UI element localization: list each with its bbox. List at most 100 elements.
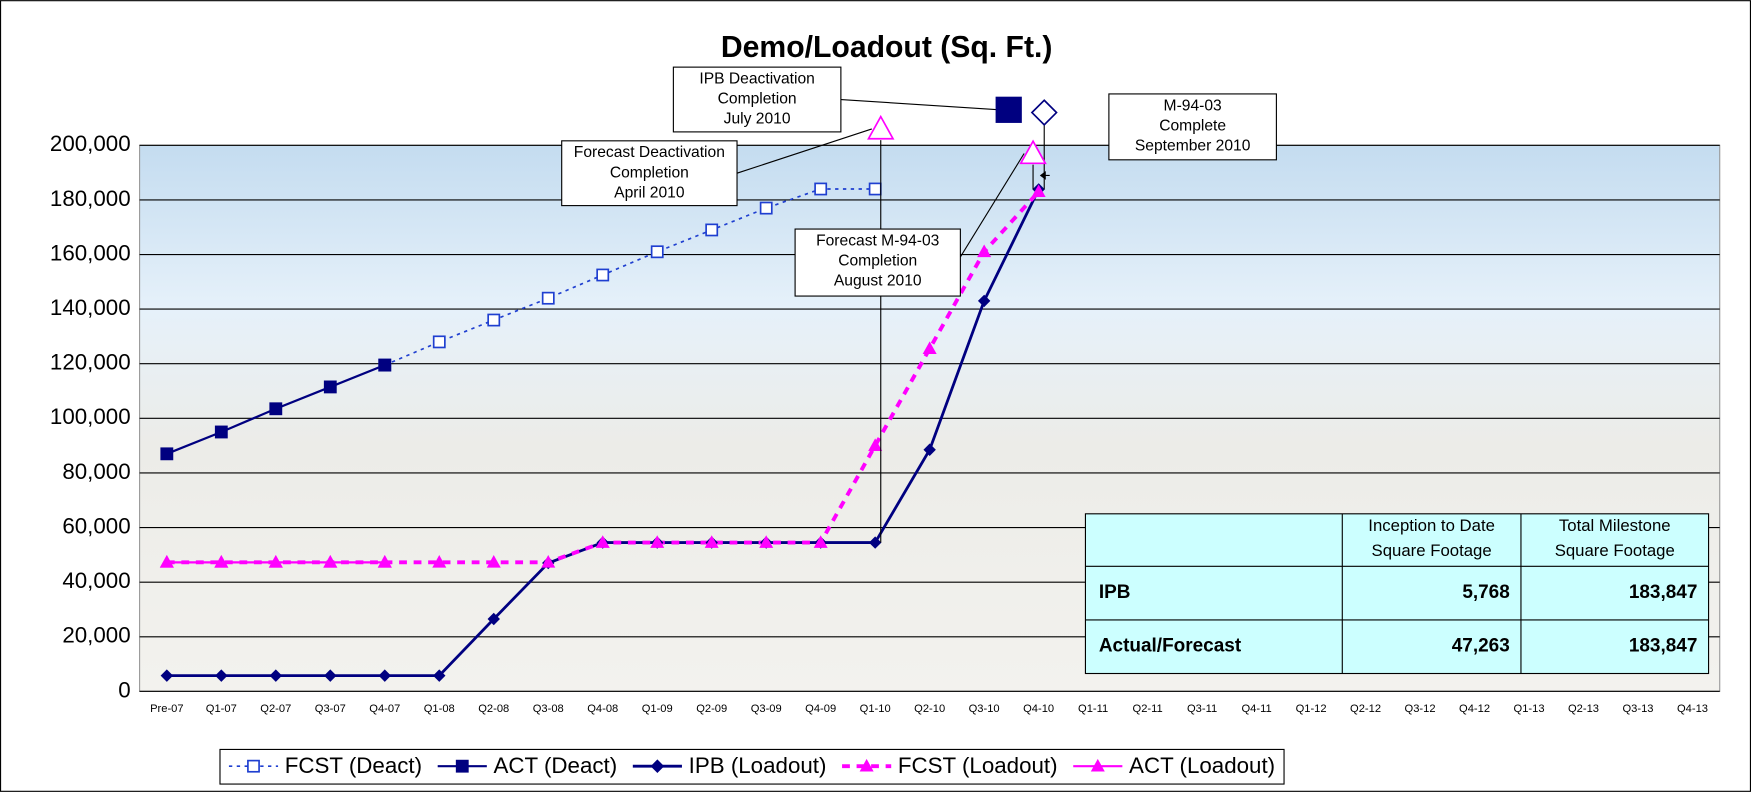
x-tick-label: Q3-11	[1187, 703, 1217, 715]
annotation-text: IPB Deactivation	[699, 71, 815, 88]
legend-label: IPB (Loadout)	[689, 753, 827, 778]
marker	[214, 555, 229, 568]
marker	[323, 380, 337, 394]
marker	[1030, 99, 1058, 127]
y-tick-label: 120,000	[50, 350, 131, 375]
y-tick-label: 200,000	[50, 131, 131, 156]
marker	[704, 535, 719, 548]
marker	[1031, 184, 1046, 198]
annotation-box	[794, 228, 961, 297]
x-tick-label: Q2-09	[696, 703, 727, 715]
x-tick-label: Q4-08	[587, 703, 618, 715]
marker	[596, 268, 610, 282]
annotation-text: Complete	[1159, 117, 1226, 134]
y-tick-label: 180,000	[50, 186, 131, 211]
marker	[214, 425, 228, 439]
marker	[1019, 139, 1047, 165]
table-cell: Actual/Forecast	[1099, 636, 1242, 657]
annotation-box	[1108, 93, 1277, 161]
x-tick-label: Q1-09	[642, 703, 673, 715]
y-tick-label: 0	[118, 677, 130, 702]
x-tick-label: Q2-11	[1133, 703, 1163, 715]
legend-label: ACT (Loadout)	[1129, 753, 1275, 778]
marker	[269, 669, 283, 682]
y-tick-label: 40,000	[62, 568, 130, 593]
marker	[433, 669, 446, 682]
x-tick-label: Q2-07	[260, 703, 291, 715]
annotation-text: Forecast M-94-03	[816, 232, 939, 249]
marker	[541, 555, 556, 568]
arrow	[1039, 170, 1050, 180]
annotation-text: M-94-03	[1164, 97, 1222, 114]
marker	[977, 294, 991, 308]
annotation-text: April 2010	[614, 184, 685, 201]
marker	[215, 669, 228, 682]
x-tick-label: Q1-10	[860, 703, 891, 715]
marker	[487, 612, 500, 626]
marker	[867, 114, 895, 140]
x-tick-label: Q1-07	[206, 703, 237, 715]
leader-line	[736, 128, 872, 174]
annotation-text: Completion	[718, 91, 797, 108]
table-cell: IPB	[1099, 582, 1131, 603]
x-tick-label: Q4-10	[1023, 703, 1054, 715]
marker	[541, 291, 555, 305]
y-tick-label: 100,000	[50, 404, 131, 429]
marker	[922, 341, 937, 355]
annotation-text: Completion	[610, 164, 689, 181]
x-tick-label: Q3-07	[315, 703, 346, 715]
marker	[595, 535, 610, 548]
legend-label: FCST (Loadout)	[898, 753, 1058, 778]
marker	[814, 182, 828, 196]
series-line	[384, 188, 876, 366]
marker	[247, 759, 260, 773]
x-tick-label: Q1-08	[424, 703, 455, 715]
marker	[813, 535, 828, 548]
marker	[160, 669, 174, 682]
y-tick-label: 160,000	[50, 240, 131, 265]
marker	[160, 447, 174, 461]
marker	[977, 244, 992, 258]
marker	[923, 443, 936, 456]
marker	[486, 555, 501, 568]
marker	[868, 536, 882, 549]
annotation-text: August 2010	[834, 273, 922, 290]
x-tick-label: Q2-08	[478, 703, 509, 715]
marker	[432, 335, 446, 349]
x-tick-label: Q3-08	[533, 703, 564, 715]
x-tick-label: Q2-13	[1568, 703, 1599, 715]
table-cell: 5,768	[1462, 582, 1509, 603]
annotation-box	[672, 66, 842, 133]
marker	[455, 759, 469, 773]
x-tick-label: Q4-11	[1241, 703, 1271, 715]
marker	[650, 535, 665, 548]
marker	[759, 201, 773, 215]
x-tick-label: Q4-09	[805, 703, 836, 715]
marker	[705, 223, 719, 237]
chart-title: Demo/Loadout (Sq. Ft.)	[721, 31, 1053, 64]
marker	[859, 758, 874, 772]
x-tick-label: Q2-10	[914, 703, 945, 715]
y-tick-label: 140,000	[50, 295, 131, 320]
x-tick-label: Q4-12	[1459, 703, 1490, 715]
marker	[1090, 758, 1105, 772]
x-tick-label: Q3-13	[1622, 703, 1653, 715]
x-tick-label: Q1-12	[1296, 703, 1327, 715]
x-tick-label: Q1-11	[1078, 703, 1108, 715]
y-tick-label: 20,000	[62, 623, 130, 648]
annotation-text: Completion	[838, 253, 917, 270]
marker	[759, 535, 774, 548]
marker	[324, 669, 337, 682]
marker	[487, 313, 501, 327]
x-tick-label: Q4-07	[369, 703, 400, 715]
marker	[650, 759, 665, 773]
marker	[650, 245, 664, 259]
x-tick-label: Q1-13	[1514, 703, 1545, 715]
x-tick-label: Q4-13	[1677, 703, 1708, 715]
marker	[323, 555, 338, 568]
x-tick-label: Pre-07	[150, 703, 184, 715]
table-cell: 183,847	[1629, 636, 1698, 657]
x-tick-label: Q2-12	[1350, 703, 1381, 715]
leader-line	[959, 153, 1025, 258]
